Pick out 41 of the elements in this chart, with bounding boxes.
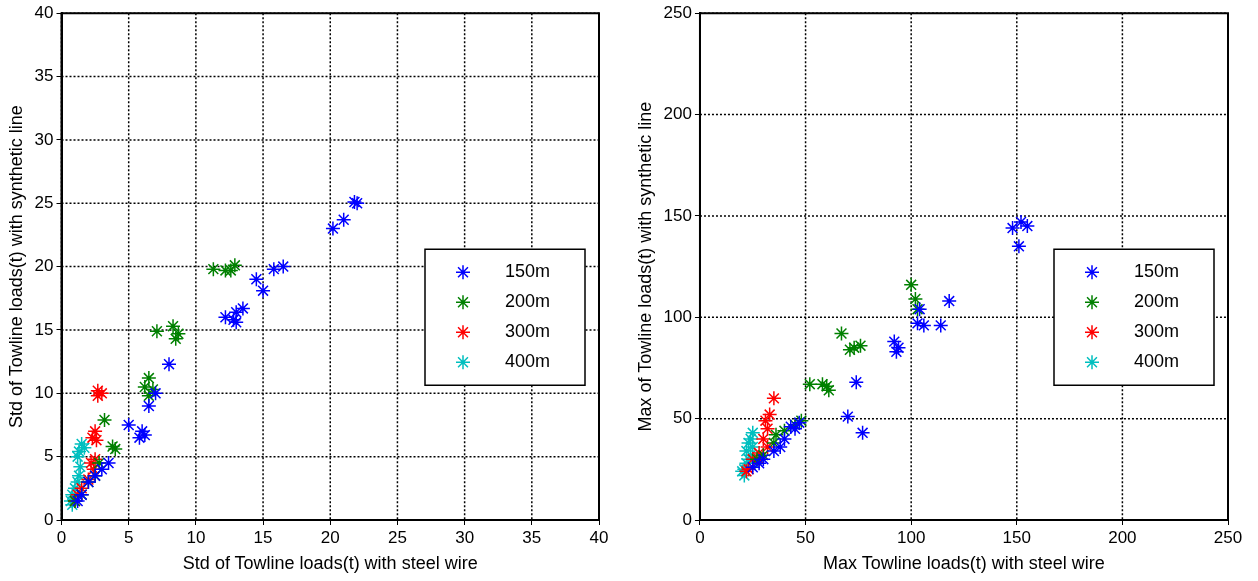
legend-label: 150m <box>1134 261 1180 282</box>
legend-label: 200m <box>505 291 551 312</box>
y-tick-label: 35 <box>34 66 54 86</box>
legend-label: 400m <box>505 351 551 372</box>
x-tick-label: 25 <box>387 527 407 547</box>
legend-label: 300m <box>1134 321 1180 342</box>
y-tick-label: 5 <box>44 446 54 466</box>
y-axis-title: Std of Towline loads(t) with synthetic line <box>5 105 26 429</box>
x-axis-title: Std of Towline loads(t) with steel wire <box>182 553 478 574</box>
y-tick-label: 20 <box>34 256 54 276</box>
x-tick-label: 200 <box>1108 527 1137 547</box>
y-tick-label: 0 <box>44 509 54 529</box>
y-tick-label: 25 <box>34 192 54 212</box>
x-tick-label: 20 <box>320 527 340 547</box>
x-tick-label: 35 <box>522 527 542 547</box>
y-tick-label: 100 <box>663 306 692 326</box>
y-tick-label: 40 <box>34 2 54 22</box>
x-axis-title: Max Towline loads(t) with steel wire <box>823 553 1105 574</box>
legend-label: 200m <box>1134 291 1180 312</box>
y-tick-label: 200 <box>663 104 692 124</box>
x-tick-label: 30 <box>455 527 475 547</box>
x-tick-label: 50 <box>796 527 816 547</box>
y-tick-label: 50 <box>673 408 692 428</box>
legend-label: 300m <box>505 321 551 342</box>
y-tick-label: 30 <box>34 129 54 149</box>
x-tick-label: 250 <box>1213 527 1243 547</box>
x-tick-label: 150 <box>1002 527 1031 547</box>
y-tick-label: 150 <box>663 205 692 225</box>
y-tick-label: 0 <box>682 509 692 529</box>
x-tick-label: 5 <box>123 527 134 547</box>
x-tick-label: 0 <box>695 527 705 547</box>
y-axis-title: Max of Towline loads(t) with synthetic line <box>634 101 655 432</box>
x-tick-label: 15 <box>253 527 273 547</box>
legend-label: 400m <box>1134 351 1180 372</box>
x-tick-label: 10 <box>186 527 206 547</box>
y-tick-label: 250 <box>663 2 692 22</box>
x-tick-label: 40 <box>589 527 609 547</box>
legend-label: 150m <box>505 261 551 282</box>
x-tick-label: 100 <box>896 527 926 547</box>
y-tick-label: 10 <box>34 382 54 402</box>
y-tick-label: 15 <box>34 319 54 339</box>
